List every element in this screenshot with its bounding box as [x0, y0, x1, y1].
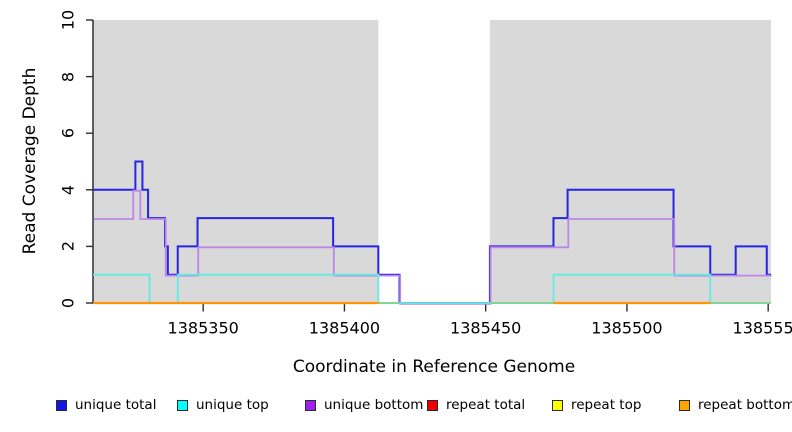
series-line-unique-total: [93, 160, 771, 304]
x-tick-label-1385500: 1385500: [591, 318, 663, 338]
y-tick-label-2: 2: [58, 241, 78, 252]
y-tick-label-6: 6: [58, 128, 78, 139]
unique-total-swatch-icon: [56, 399, 67, 411]
legend-item-repeat-top: repeat top: [552, 397, 641, 413]
series-line-unique-top: [93, 273, 771, 304]
legend-item-repeat-total: repeat total: [427, 397, 525, 413]
y-tick-label-4: 4: [58, 184, 78, 195]
legend-item-unique-bottom: unique bottom: [305, 397, 423, 413]
unique-top-swatch-icon: [177, 399, 188, 411]
repeat-top-swatch-icon: [552, 399, 563, 411]
y-tick-label-0: 0: [58, 297, 78, 309]
legend-label-repeat-top: repeat top: [571, 397, 642, 413]
legend-item-unique-top: unique top: [177, 397, 269, 413]
series-line-unique-bottom: [93, 189, 772, 305]
legend-label-unique-bottom: unique bottom: [324, 397, 424, 413]
x-tick-label-1385450: 1385450: [450, 318, 522, 338]
repeat-total-swatch-icon: [427, 399, 438, 411]
y-tick-label-10: 10: [58, 9, 78, 31]
repeat-bottom-swatch-icon: [679, 399, 690, 411]
x-tick-label-1385400: 1385400: [308, 318, 381, 338]
legend-label-repeat-total: repeat total: [446, 397, 526, 413]
legend-label-unique-total: unique total: [75, 397, 157, 413]
x-tick-label-1385550: 1385550: [732, 318, 792, 338]
shaded-region: [489, 20, 771, 303]
unique-bottom-swatch-icon: [305, 399, 316, 411]
legend-label-unique-top: unique top: [196, 397, 269, 413]
y-axis-title: Read Coverage Depth: [20, 67, 40, 255]
legend-item-repeat-bottom: repeat bottom: [679, 397, 792, 413]
legend-label-repeat-bottom: repeat bottom: [698, 397, 792, 413]
x-tick-label-1385350: 1385350: [167, 318, 239, 338]
x-axis-title: Coordinate in Reference Genome: [292, 357, 576, 377]
legend-item-unique-total: unique total: [56, 397, 156, 413]
y-tick-label-8: 8: [58, 71, 78, 82]
